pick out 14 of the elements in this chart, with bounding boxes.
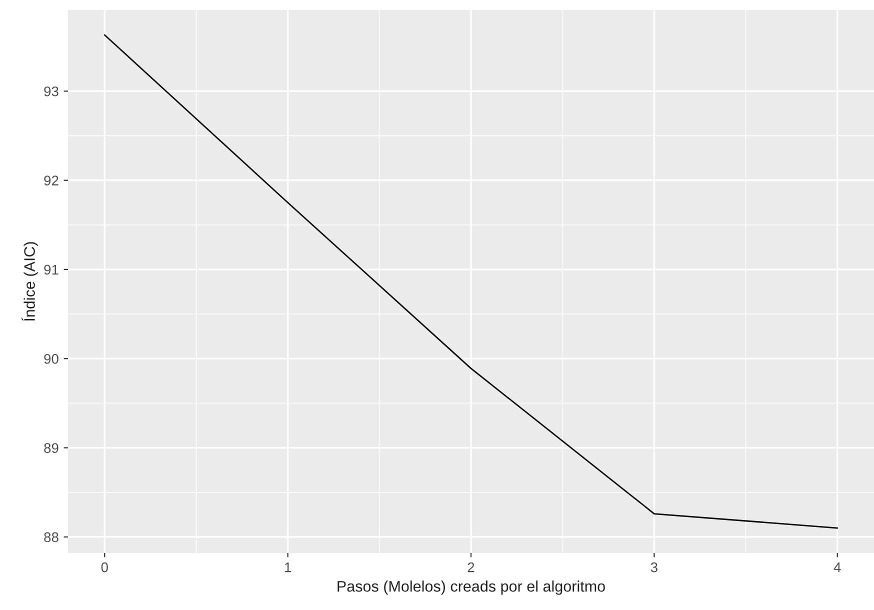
x-tick-label: 1 <box>285 562 292 572</box>
x-tick-label: 0 <box>101 562 108 572</box>
y-tick-label: 89 <box>44 443 58 453</box>
x-tick-label: 3 <box>650 562 658 572</box>
y-tick-label: 92 <box>44 176 58 186</box>
y-axis-title: Índice (AIC) <box>22 242 38 321</box>
line-series <box>104 34 838 529</box>
x-axis-title: Pasos (Molelos) creads por el algoritmo <box>338 580 605 595</box>
y-tick-label: 91 <box>44 264 58 275</box>
x-tick-label: 4 <box>834 562 841 572</box>
y-tick-label: 88 <box>44 532 58 542</box>
y-tick-label: 93 <box>44 86 58 96</box>
y-tick-label: 90 <box>44 354 58 364</box>
x-tick-label: 2 <box>468 562 474 572</box>
